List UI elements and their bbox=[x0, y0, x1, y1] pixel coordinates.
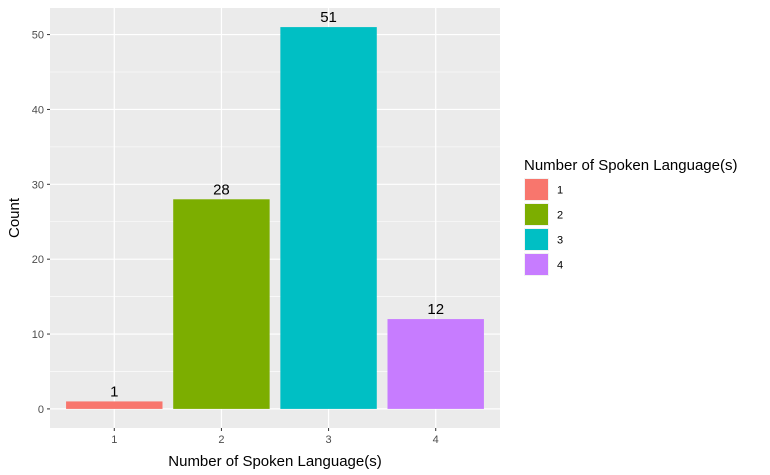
legend-label: 1 bbox=[557, 185, 563, 197]
legend-swatch bbox=[525, 229, 548, 250]
bar-3 bbox=[280, 27, 377, 409]
y-axis: 0 10 20 30 40 50 bbox=[32, 30, 50, 416]
legend-swatch bbox=[525, 204, 548, 225]
legend-label: 2 bbox=[557, 210, 563, 222]
y-tick-label: 20 bbox=[32, 254, 44, 266]
x-axis: 1 2 3 4 bbox=[111, 428, 439, 446]
legend-label: 4 bbox=[557, 260, 563, 272]
legend-swatch bbox=[525, 179, 548, 200]
x-tick-label: 3 bbox=[326, 434, 332, 446]
data-label: 51 bbox=[320, 9, 337, 26]
bar-1 bbox=[66, 401, 163, 409]
x-tick-label: 4 bbox=[433, 434, 439, 446]
data-labels: 1 28 51 12 bbox=[110, 9, 444, 400]
data-label: 28 bbox=[213, 181, 230, 198]
y-tick-label: 10 bbox=[32, 329, 44, 341]
x-tick-label: 1 bbox=[111, 434, 117, 446]
y-tick-label: 30 bbox=[32, 179, 44, 191]
y-axis-title: Count bbox=[6, 197, 23, 238]
legend-label: 3 bbox=[557, 235, 563, 247]
data-label: 1 bbox=[110, 383, 118, 400]
bars bbox=[66, 27, 484, 409]
bar-4 bbox=[387, 319, 484, 409]
bar-2 bbox=[173, 199, 270, 409]
y-tick-label: 40 bbox=[32, 104, 44, 116]
y-tick-label: 0 bbox=[38, 404, 44, 416]
data-label: 12 bbox=[427, 301, 444, 318]
legend-swatch bbox=[525, 254, 548, 275]
legend-title: Number of Spoken Language(s) bbox=[524, 157, 737, 174]
y-tick-label: 50 bbox=[32, 30, 44, 42]
x-axis-title: Number of Spoken Language(s) bbox=[168, 453, 381, 470]
x-tick-label: 2 bbox=[218, 434, 224, 446]
legend: Number of Spoken Language(s) 1 2 3 4 bbox=[524, 157, 737, 276]
